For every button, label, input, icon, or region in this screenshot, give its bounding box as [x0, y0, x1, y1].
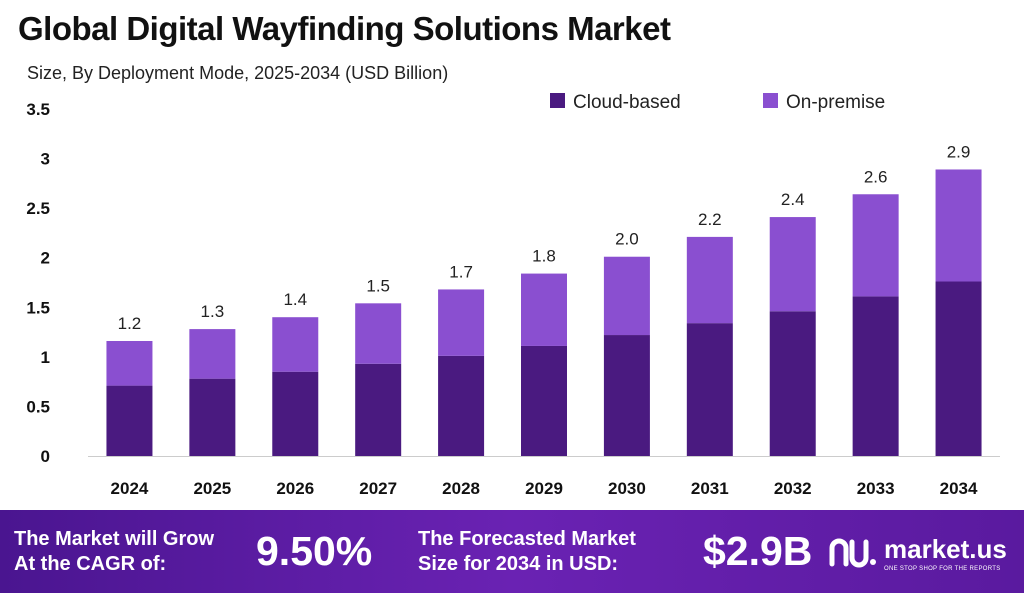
y-tick-label: 3.5: [26, 100, 50, 119]
forecast-label-line-1: The Forecasted Market: [418, 528, 636, 550]
bar-total-label: 1.2: [118, 314, 142, 333]
y-tick-label: 1: [41, 348, 50, 367]
stacked-bar-chart: 0 0.5 1 1.5 2 2.5 3 3.5 1.2 2024 1.3 2025 1.4 2026 1.5…: [26, 92, 1000, 498]
bar-total-label: 1.7: [449, 262, 473, 281]
bar-total-label: 2.0: [615, 230, 639, 249]
legend-swatch: [550, 93, 565, 108]
bar-total-label: 2.6: [864, 167, 888, 186]
bar-on-premise-2033: [852, 194, 899, 297]
x-tick-label: 2026: [276, 479, 314, 498]
forecast-label-line-2: Size for 2034 in USD:: [418, 553, 619, 575]
forecast-label: The Forecasted Market Size for 2034 in U…: [418, 527, 636, 577]
forecast-value: $2.9B: [703, 528, 813, 574]
y-tick-label: 2: [41, 249, 50, 268]
bar-cloud-based-2029: [521, 345, 567, 456]
bar-total-label: 1.4: [283, 290, 307, 309]
bar-cloud-based-2030: [603, 335, 650, 456]
bar-total-label: 2.2: [698, 210, 722, 229]
x-tick-label: 2028: [442, 479, 480, 498]
x-tick-label: 2033: [857, 479, 895, 498]
cagr-label-line-1: The Market will Grow: [14, 528, 215, 550]
x-tick-label: 2029: [525, 479, 563, 498]
bar-on-premise-2030: [603, 256, 650, 336]
y-tick-label: 3: [41, 150, 50, 169]
x-tick-label: 2032: [774, 479, 812, 498]
legend-label: Cloud-based: [573, 92, 681, 113]
brand-name: market.us: [884, 534, 1007, 564]
brand: market.us ONE STOP SHOP FOR THE REPORTS: [826, 530, 1016, 580]
bar-on-premise-2032: [769, 217, 816, 312]
legend-label: On-premise: [786, 92, 885, 113]
x-tick-label: 2031: [691, 479, 729, 498]
bar-total-label: 1.5: [366, 276, 390, 295]
cagr-value: 9.50%: [256, 528, 373, 574]
x-tick-label: 2024: [111, 479, 149, 498]
bar-on-premise-2026: [272, 317, 319, 372]
bar-cloud-based-2026: [272, 371, 319, 456]
y-tick-label: 0: [41, 447, 50, 466]
footer-banner: The Market will Grow At the CAGR of: 9.5…: [0, 510, 1024, 593]
bar-cloud-based-2034: [935, 281, 982, 456]
x-tick-label: 2027: [359, 479, 397, 498]
bar-cloud-based-2028: [438, 355, 485, 456]
bar-total-label: 1.8: [532, 247, 556, 266]
bar-on-premise-2028: [438, 289, 485, 356]
bar-on-premise-2027: [355, 303, 402, 364]
y-tick-label: 2.5: [26, 199, 50, 218]
bar-total-label: 1.3: [201, 302, 225, 321]
bar-cloud-based-2027: [355, 363, 402, 456]
bar-cloud-based-2024: [106, 385, 153, 456]
cagr-label-line-2: At the CAGR of:: [14, 553, 167, 575]
bar-on-premise-2034: [935, 169, 982, 282]
bar-on-premise-2024: [106, 340, 153, 386]
y-tick-label: 0.5: [26, 397, 50, 416]
bar-cloud-based-2025: [189, 378, 236, 456]
bar-cloud-based-2031: [686, 323, 733, 456]
x-tick-label: 2034: [940, 479, 978, 498]
cagr-label: The Market will Grow At the CAGR of:: [14, 527, 214, 577]
bar-on-premise-2029: [521, 273, 567, 346]
bar-cloud-based-2033: [852, 296, 899, 456]
bar-on-premise-2031: [686, 236, 733, 324]
bar-total-label: 2.4: [781, 190, 805, 209]
market-us-logo-icon: [829, 538, 876, 568]
brand-tagline: ONE STOP SHOP FOR THE REPORTS: [884, 566, 1001, 572]
bar-on-premise-2025: [189, 329, 236, 379]
x-tick-label: 2030: [608, 479, 646, 498]
legend-swatch: [763, 93, 778, 108]
bar-total-label: 2.9: [947, 142, 971, 161]
y-tick-label: 1.5: [26, 298, 50, 317]
bar-cloud-based-2032: [769, 311, 816, 456]
chart-title: Global Digital Wayfinding Solutions Mark…: [18, 10, 671, 47]
chart-subtitle: Size, By Deployment Mode, 2025-2034 (USD…: [27, 63, 449, 83]
x-tick-label: 2025: [193, 479, 231, 498]
